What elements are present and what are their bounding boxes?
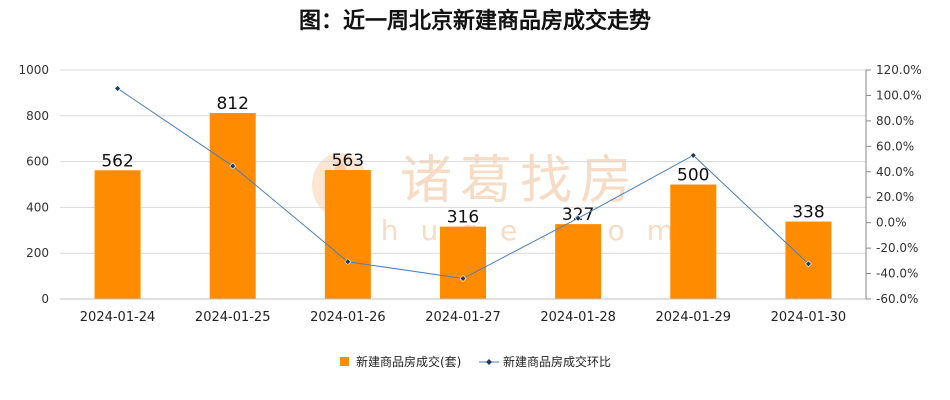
bar-data-label: 812 bbox=[216, 94, 248, 114]
y-right-tick-label: -60.0% bbox=[876, 292, 918, 306]
bar-data-label: 562 bbox=[101, 151, 133, 171]
y-left-tick-label: 0 bbox=[41, 292, 49, 306]
y-right-tick-label: 20.0% bbox=[876, 190, 914, 204]
y-left-tick-label: 800 bbox=[26, 109, 49, 123]
bar bbox=[94, 170, 141, 299]
bar-series bbox=[94, 113, 832, 299]
bar-data-label: 316 bbox=[447, 208, 479, 228]
line-point bbox=[689, 151, 697, 159]
x-tick-label: 2024-01-28 bbox=[540, 310, 616, 325]
bar bbox=[670, 184, 717, 299]
legend-bar-swatch bbox=[340, 357, 349, 366]
bar bbox=[555, 224, 602, 299]
y-right-tick-label: -20.0% bbox=[876, 241, 918, 255]
bar-data-label: 500 bbox=[677, 166, 709, 186]
y-left-tick-label: 200 bbox=[26, 246, 49, 260]
line-series bbox=[114, 85, 812, 282]
x-tick-label: 2024-01-29 bbox=[656, 310, 732, 325]
x-tick-label: 2024-01-25 bbox=[195, 310, 271, 325]
x-tick-label: 2024-01-27 bbox=[425, 310, 501, 325]
y-right-tick-label: 120.0% bbox=[876, 63, 922, 77]
y-axis-right: -60.0% -40.0% -20.0% 0.0% 20.0% 40.0% 60.0% 80.… bbox=[865, 63, 922, 306]
x-tick-label: 2024-01-30 bbox=[771, 310, 847, 325]
legend-line-marker bbox=[486, 359, 492, 365]
line-point bbox=[229, 162, 237, 170]
x-tick-label: 2024-01-26 bbox=[310, 310, 386, 325]
line-point bbox=[574, 214, 582, 222]
bar bbox=[785, 221, 832, 299]
watermark-text-cn: 诸葛找房 bbox=[400, 151, 640, 211]
legend: 新建商品房成交(套) 新建商品房成交环比 bbox=[340, 354, 611, 369]
line-point bbox=[805, 260, 812, 268]
line-point bbox=[344, 258, 352, 266]
bar-data-label: 338 bbox=[792, 203, 824, 223]
y-right-tick-label: 40.0% bbox=[876, 165, 914, 179]
y-left-tick-label: 1000 bbox=[18, 63, 49, 77]
y-right-tick-label: 60.0% bbox=[876, 139, 914, 153]
x-axis: 2024-01-24 2024-01-25 2024-01-26 2024-01-27… bbox=[60, 298, 866, 325]
y-right-tick-label: 80.0% bbox=[876, 114, 914, 128]
y-axis-left: 0 200 400 600 800 1000 bbox=[18, 63, 49, 306]
line-point bbox=[459, 275, 467, 282]
bar bbox=[440, 226, 486, 299]
bar-data-label: 563 bbox=[332, 151, 364, 171]
bar-data-labels: 562812563316327500338 bbox=[101, 94, 824, 228]
y-left-tick-label: 600 bbox=[26, 155, 49, 169]
chart-title: 图：近一周北京新建商品房成交走势 bbox=[299, 8, 651, 34]
x-tick-label: 2024-01-24 bbox=[80, 310, 156, 325]
watermark-text-en: zhuge.com bbox=[344, 214, 696, 247]
legend-bar-label: 新建商品房成交(套) bbox=[356, 354, 461, 369]
y-right-tick-label: -40.0% bbox=[876, 267, 918, 281]
line-point bbox=[114, 85, 121, 92]
y-left-tick-label: 400 bbox=[26, 200, 49, 214]
y-right-tick-label: 100.0% bbox=[876, 88, 922, 102]
legend-line-label: 新建商品房成交环比 bbox=[503, 354, 611, 369]
y-right-tick-label: 0.0% bbox=[876, 216, 907, 230]
bar bbox=[209, 113, 256, 299]
bar bbox=[324, 170, 371, 299]
